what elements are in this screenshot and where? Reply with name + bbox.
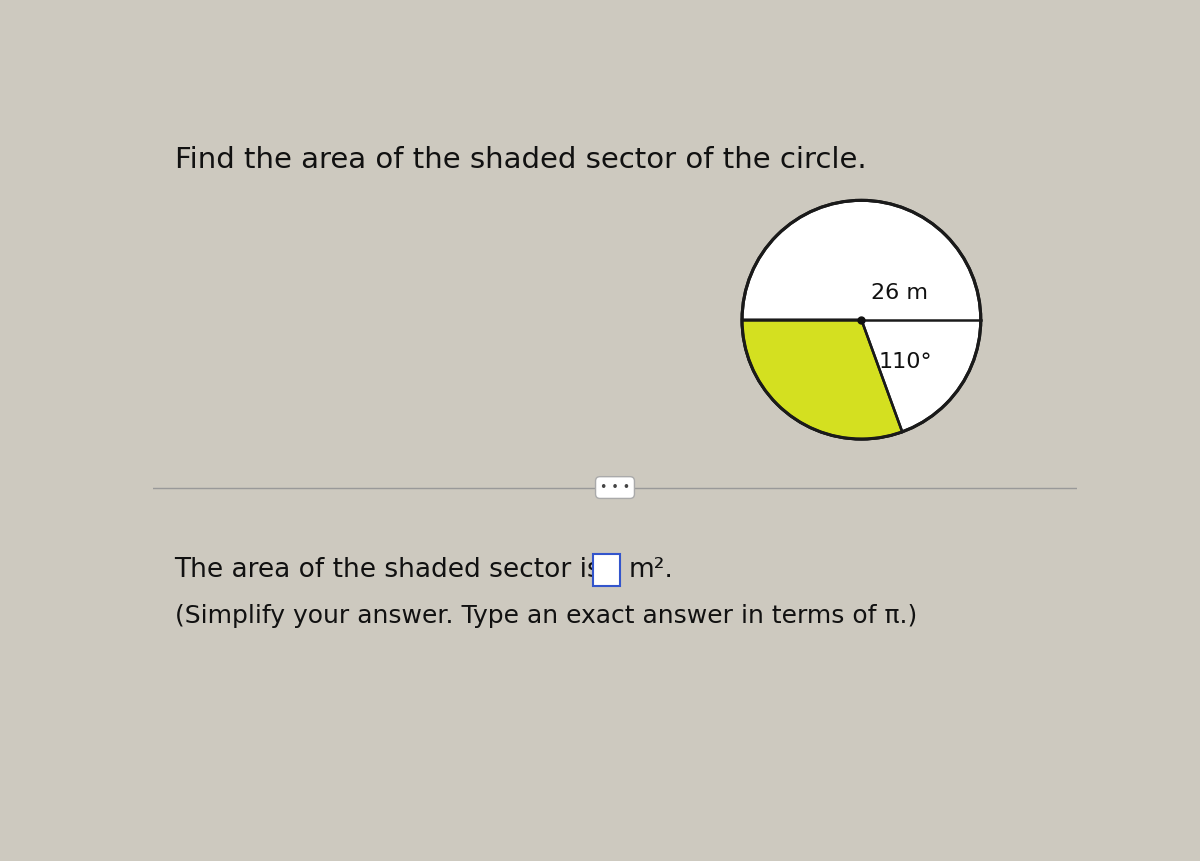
Text: (Simplify your answer. Type an exact answer in terms of π.): (Simplify your answer. Type an exact ans… [174,604,917,629]
Text: 26 m: 26 m [871,282,928,303]
Text: Find the area of the shaded sector of the circle.: Find the area of the shaded sector of th… [174,146,866,175]
Text: m².: m². [629,557,673,583]
Circle shape [742,201,980,439]
FancyBboxPatch shape [594,554,619,586]
Wedge shape [742,319,902,439]
Text: The area of the shaded sector is: The area of the shaded sector is [174,557,601,583]
Text: • • •: • • • [600,481,630,494]
Text: 110°: 110° [878,352,932,372]
